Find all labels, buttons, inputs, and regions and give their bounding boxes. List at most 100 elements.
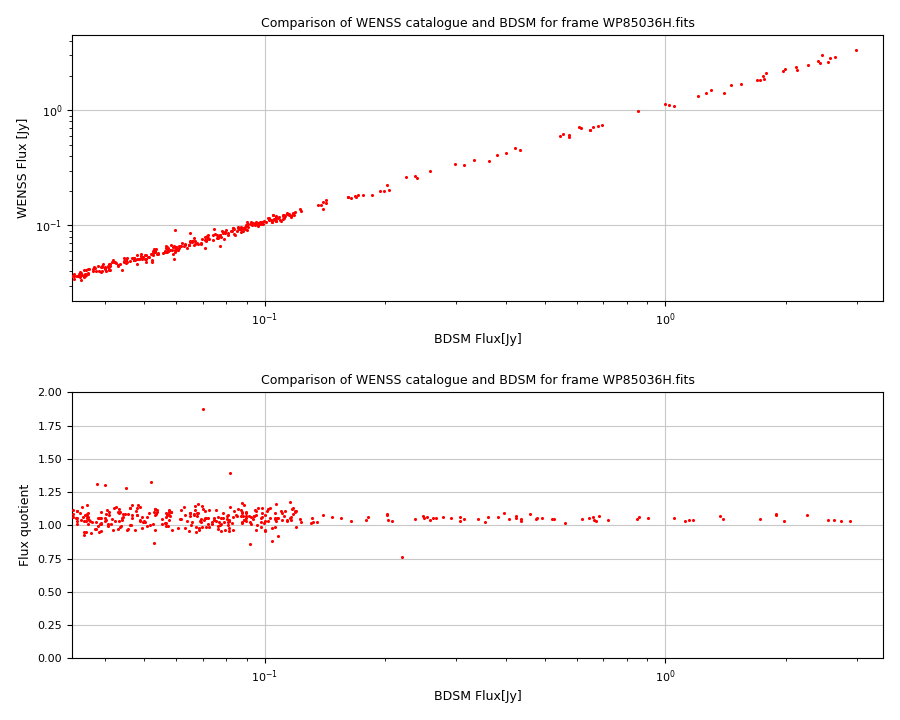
Point xyxy=(270,513,284,524)
Point xyxy=(70,270,85,282)
Point xyxy=(67,269,81,280)
Point xyxy=(234,510,248,522)
Point xyxy=(124,513,139,524)
Point xyxy=(814,50,829,61)
Point xyxy=(244,218,258,230)
Point xyxy=(233,222,248,234)
Point xyxy=(94,518,108,530)
Point xyxy=(325,512,339,523)
Point xyxy=(293,516,308,528)
Point xyxy=(103,261,117,272)
Point xyxy=(316,204,330,215)
Point xyxy=(218,525,232,536)
Point xyxy=(177,522,192,534)
Point xyxy=(68,512,83,523)
Point xyxy=(221,516,236,528)
Point xyxy=(186,508,201,520)
Point xyxy=(149,248,164,260)
Point xyxy=(801,59,815,71)
Point xyxy=(144,248,158,260)
Point xyxy=(216,513,230,524)
Point xyxy=(160,508,175,520)
Point xyxy=(600,514,615,526)
Point xyxy=(206,230,220,241)
Point xyxy=(271,212,285,224)
Point xyxy=(189,526,203,537)
Point xyxy=(125,253,140,264)
Point xyxy=(189,521,203,532)
Point xyxy=(216,227,230,238)
Point xyxy=(278,210,293,222)
Point xyxy=(359,514,374,526)
Point xyxy=(313,199,328,211)
Point xyxy=(164,506,178,518)
Point xyxy=(347,190,362,202)
Point xyxy=(111,523,125,535)
Point xyxy=(582,512,597,523)
Point xyxy=(344,516,358,527)
Point xyxy=(716,87,731,99)
Point xyxy=(94,526,108,537)
Point xyxy=(195,233,210,245)
Point xyxy=(118,256,132,268)
Point xyxy=(115,514,130,526)
Point xyxy=(248,524,263,536)
Point xyxy=(116,255,130,266)
Point xyxy=(186,240,201,251)
Point xyxy=(662,99,676,110)
Point xyxy=(79,500,94,511)
Point xyxy=(266,217,280,228)
Point xyxy=(101,521,115,532)
Point xyxy=(72,269,86,281)
Point xyxy=(180,516,194,527)
Point xyxy=(177,502,192,513)
Point xyxy=(101,518,115,530)
Point xyxy=(757,73,771,85)
Point xyxy=(132,253,147,265)
Point xyxy=(177,239,192,251)
Point xyxy=(256,218,270,230)
Point xyxy=(778,63,792,75)
Point xyxy=(121,523,135,534)
Point xyxy=(156,248,170,259)
Point xyxy=(112,506,126,518)
Point xyxy=(147,506,161,518)
Point xyxy=(232,222,247,234)
Point xyxy=(229,229,243,240)
Point xyxy=(142,507,157,518)
Point xyxy=(293,513,308,525)
Point xyxy=(716,513,731,525)
Point xyxy=(127,252,141,264)
Point xyxy=(209,516,223,527)
Point xyxy=(99,508,113,520)
Point xyxy=(351,189,365,201)
Point xyxy=(191,498,205,510)
Point xyxy=(130,510,144,521)
Point xyxy=(65,270,79,282)
Point xyxy=(79,269,94,281)
Point xyxy=(229,509,243,521)
Point xyxy=(184,508,198,519)
Point xyxy=(127,253,141,265)
Point xyxy=(70,270,85,282)
Point xyxy=(756,71,770,82)
Point xyxy=(244,518,258,529)
Point xyxy=(220,510,234,521)
Point xyxy=(116,256,130,268)
Point xyxy=(226,222,240,234)
Point xyxy=(574,122,589,134)
Point xyxy=(356,189,370,200)
Point xyxy=(75,269,89,281)
Point xyxy=(632,512,646,523)
Point xyxy=(234,227,248,238)
Point xyxy=(265,216,279,228)
Point xyxy=(182,239,196,251)
Point xyxy=(261,515,275,526)
Point xyxy=(248,218,262,230)
Point xyxy=(263,512,277,523)
Point xyxy=(285,502,300,513)
Point xyxy=(119,482,133,494)
Point xyxy=(734,78,748,89)
Point xyxy=(114,521,129,532)
Point xyxy=(271,530,285,541)
